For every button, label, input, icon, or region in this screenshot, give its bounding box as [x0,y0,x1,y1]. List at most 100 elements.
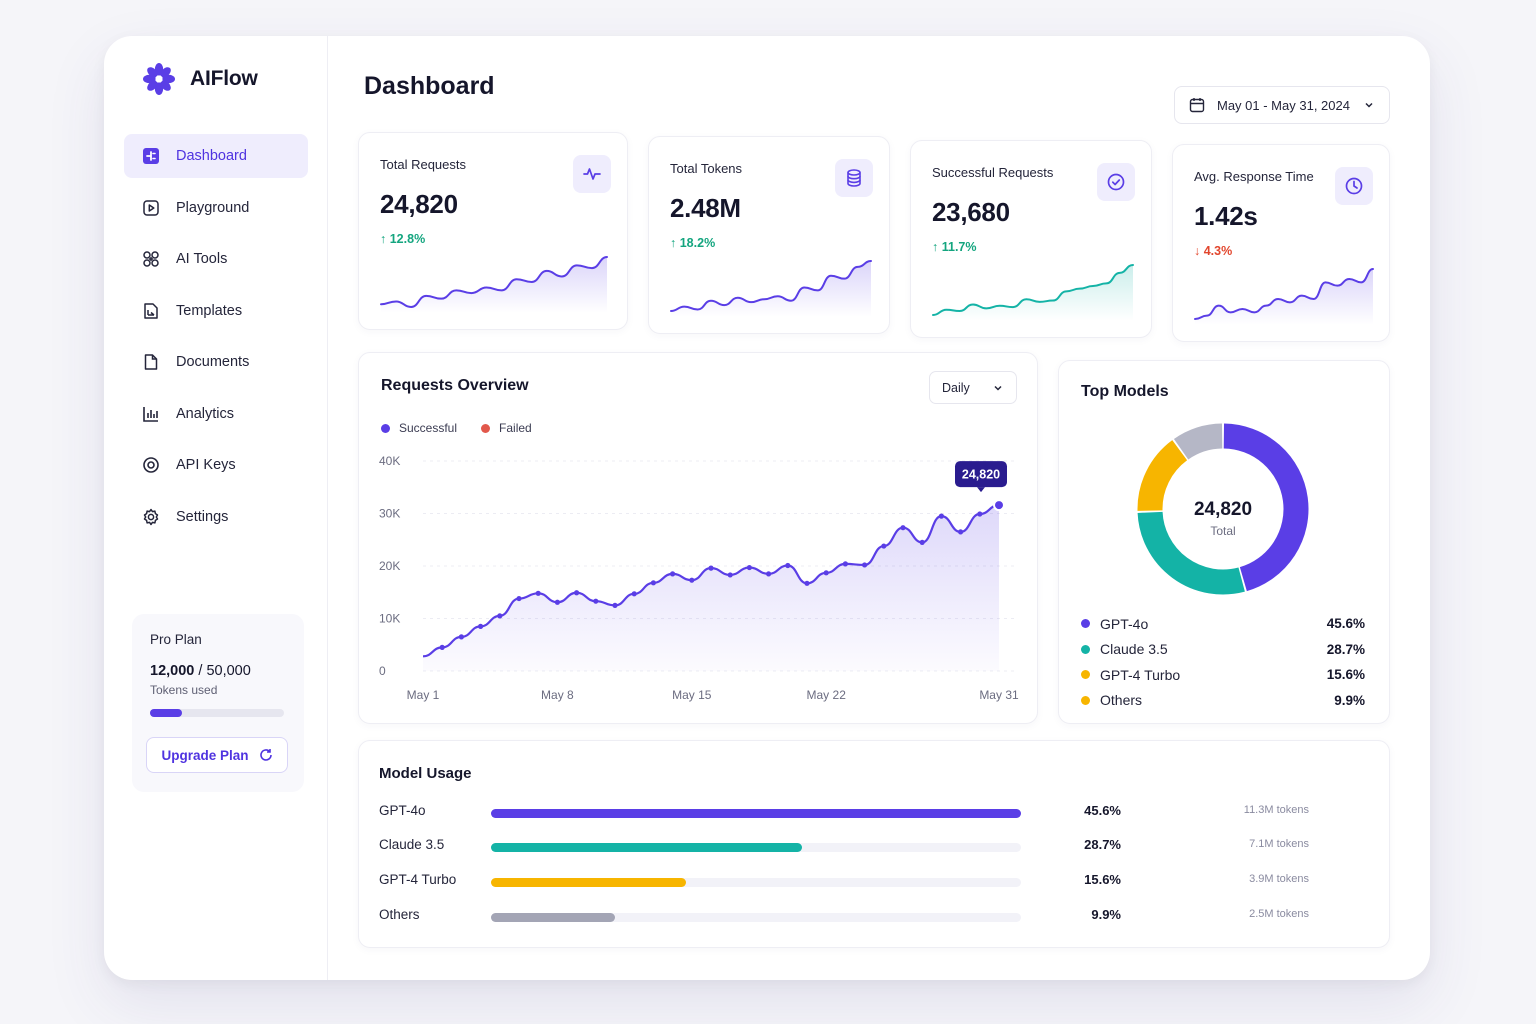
kpi-change-value: 11.7% [941,240,977,254]
plan-card: Pro Plan 12,000 / 50,000 Tokens used Upg… [132,614,304,792]
model-name: Claude 3.5 [1100,641,1168,658]
kpi-change-value: 12.8% [389,232,426,246]
donut-center-value: 24,820 [1194,499,1252,520]
sidebar-item-settings[interactable]: Settings [124,495,308,539]
date-range-picker[interactable]: May 01 - May 31, 2024 [1174,86,1390,124]
logo[interactable]: AIFlow [142,62,258,96]
x-tick-label: May 31 [979,688,1019,702]
model-legend-row: GPT-4 Turbo 15.6% [1081,662,1365,688]
legend-label: Successful [399,421,458,435]
usage-track [491,913,1021,922]
sidebar-item-ai-tools[interactable]: AI Tools [124,237,308,281]
kpi-change: ↑ 11.7% [932,240,977,254]
sidebar-item-analytics[interactable]: Analytics [124,392,308,436]
bar-chart-icon [142,405,160,423]
usage-fill [491,913,616,922]
kpi-card-total-requests: Total Requests 24,820 ↑ 12.8% [358,132,628,330]
data-point [993,499,1005,512]
x-tick-label: May 1 [407,688,440,702]
usage-fill [491,809,1021,818]
data-point [612,602,618,608]
data-point [804,580,810,586]
model-pct: 28.7% [1326,641,1365,657]
models-legend: GPT-4o 45.6% Claude 3.5 28.7% GPT-4 Turb… [1081,611,1365,713]
data-point [977,511,983,517]
data-point [497,613,503,619]
model-legend-row: Claude 3.5 28.7% [1081,637,1365,663]
kpi-sparkline [380,256,608,313]
usage-track [491,878,1021,887]
usage-tokens: 3.9M tokens [1249,873,1309,885]
document-icon [142,353,160,371]
clock-icon [1335,167,1373,205]
legend-item-successful[interactable]: Successful [381,421,457,435]
x-tick-label: May 22 [807,688,847,702]
sidebar-item-label: AI Tools [176,251,228,267]
usage-model-name: GPT-4o [379,803,426,818]
model-name: GPT-4o [1100,615,1149,632]
kpi-sparkline [670,260,872,317]
usage-row: Claude 3.5 28.7% 7.1M tokens [379,837,1309,857]
sidebar-item-playground[interactable]: Playground [124,186,308,230]
model-legend-row: GPT-4o 45.6% [1081,611,1365,637]
kpi-card-avg-response-time: Avg. Response Time 1.42s ↓ 4.3% [1172,144,1390,342]
gear-icon [142,508,160,526]
data-point [842,561,848,567]
arrow-up-icon: ↑ [932,240,939,254]
sidebar-item-label: Templates [176,302,243,319]
y-tick-label: 10K [379,612,400,626]
plan-separator: / [198,663,203,679]
legend-item-failed[interactable]: Failed [481,421,532,435]
usage-fill [491,843,802,852]
model-usage-card: Model Usage GPT-4o 45.6% 11.3M tokens Cl… [358,740,1390,948]
model-pct: 45.6% [1326,616,1365,632]
sidebar-item-documents[interactable]: Documents [124,340,308,384]
sidebar-item-label: Documents [176,354,250,370]
data-point [938,513,945,519]
x-tick-label: May 8 [541,688,574,702]
plan-usage: 12,000 / 50,000 [150,663,286,679]
y-tick-label: 30K [379,507,400,521]
kpi-change: ↓ 4.3% [1194,244,1232,258]
model-usage-title: Model Usage [379,765,472,782]
kpi-sparkline [932,264,1134,321]
donut-slice [1173,423,1223,460]
requests-overview-card: Requests Overview Successful Failed Dail… [358,352,1038,724]
usage-model-name: Others [379,907,420,922]
interval-select-value: Daily [942,380,970,395]
upgrade-plan-button[interactable]: Upgrade Plan [146,737,288,773]
refresh-icon [259,749,272,761]
top-models-title: Top Models [1081,383,1169,400]
legend-dot [1081,644,1090,654]
plan-used: 12,000 [150,663,195,679]
usage-tokens: 2.5M tokens [1249,908,1309,920]
calendar-icon [1189,98,1205,113]
sidebar-item-label: Playground [176,199,250,216]
data-point [881,543,887,549]
kpi-value: 1.42s [1194,201,1258,231]
usage-model-name: Claude 3.5 [379,837,445,852]
plan-sub: Tokens used [150,683,218,697]
interval-select[interactable]: Daily [929,371,1017,404]
check-circle-icon [1097,163,1135,201]
arrow-up-icon: ↑ [380,232,387,246]
legend-dot [481,423,491,433]
kpi-change-value: 18.2% [679,236,716,250]
models-donut-chart: 24,820 Total [1137,423,1309,595]
upgrade-plan-label: Upgrade Plan [161,747,249,763]
data-point [958,529,964,535]
usage-pct: 15.6% [1084,872,1121,887]
sidebar-item-label: Analytics [176,405,235,422]
model-pct: 15.6% [1326,667,1365,683]
logo-icon [143,63,175,95]
y-tick-label: 40K [379,454,400,468]
dashboard-icon [142,147,160,165]
sidebar-item-dashboard[interactable]: Dashboard [124,134,308,178]
sparkline-area [671,261,871,317]
sidebar-item-api-keys[interactable]: API Keys [124,443,308,487]
data-point [516,595,522,602]
sidebar-item-templates[interactable]: Templates [124,289,308,333]
model-name: Others [1100,692,1143,709]
chart-legend: Successful Failed [381,421,532,435]
kpi-card-total-tokens: Total Tokens 2.48M ↑ 18.2% [648,136,890,334]
